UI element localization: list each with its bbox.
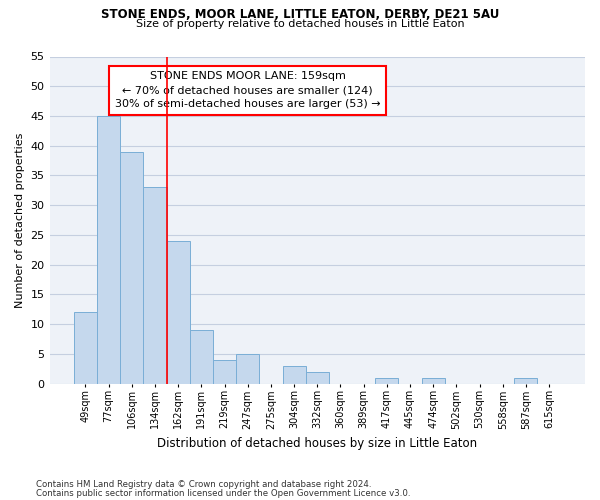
Bar	[236, 354, 259, 384]
Bar	[97, 116, 120, 384]
X-axis label: Distribution of detached houses by size in Little Eaton: Distribution of detached houses by size …	[157, 437, 478, 450]
Bar	[190, 330, 213, 384]
Text: STONE ENDS MOOR LANE: 159sqm
← 70% of detached houses are smaller (124)
30% of s: STONE ENDS MOOR LANE: 159sqm ← 70% of de…	[115, 71, 380, 109]
Text: Contains public sector information licensed under the Open Government Licence v3: Contains public sector information licen…	[36, 488, 410, 498]
Bar	[143, 188, 167, 384]
Bar	[375, 378, 398, 384]
Text: Contains HM Land Registry data © Crown copyright and database right 2024.: Contains HM Land Registry data © Crown c…	[36, 480, 371, 489]
Bar	[120, 152, 143, 384]
Text: STONE ENDS, MOOR LANE, LITTLE EATON, DERBY, DE21 5AU: STONE ENDS, MOOR LANE, LITTLE EATON, DER…	[101, 8, 499, 20]
Bar	[213, 360, 236, 384]
Bar	[422, 378, 445, 384]
Text: Size of property relative to detached houses in Little Eaton: Size of property relative to detached ho…	[136, 19, 464, 29]
Bar	[305, 372, 329, 384]
Bar	[283, 366, 305, 384]
Y-axis label: Number of detached properties: Number of detached properties	[15, 132, 25, 308]
Bar	[514, 378, 538, 384]
Bar	[74, 312, 97, 384]
Bar	[167, 241, 190, 384]
